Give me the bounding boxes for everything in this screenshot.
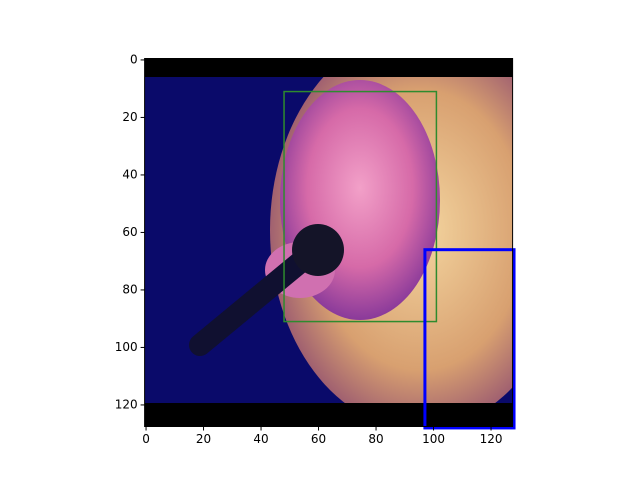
y-tick-label: 60 (122, 225, 137, 239)
x-tick-label: 0 (142, 432, 150, 446)
bounding-box (283, 90, 438, 323)
x-tick-label: 120 (480, 432, 503, 446)
y-tick-label: 40 (122, 167, 137, 181)
x-tick-label: 100 (422, 432, 445, 446)
x-tick-label: 20 (196, 432, 211, 446)
x-tick-label: 80 (368, 432, 383, 446)
axes-frame (144, 58, 514, 427)
y-tick-label: 80 (122, 282, 137, 296)
y-tick-label: 100 (115, 340, 138, 354)
x-tick-label: 40 (253, 432, 268, 446)
x-tick-label: 60 (311, 432, 326, 446)
bounding-box (423, 248, 516, 430)
image (144, 58, 513, 427)
y-tick-label: 20 (122, 110, 137, 124)
y-tick-label: 0 (130, 52, 138, 66)
y-tick-label: 120 (115, 397, 138, 411)
